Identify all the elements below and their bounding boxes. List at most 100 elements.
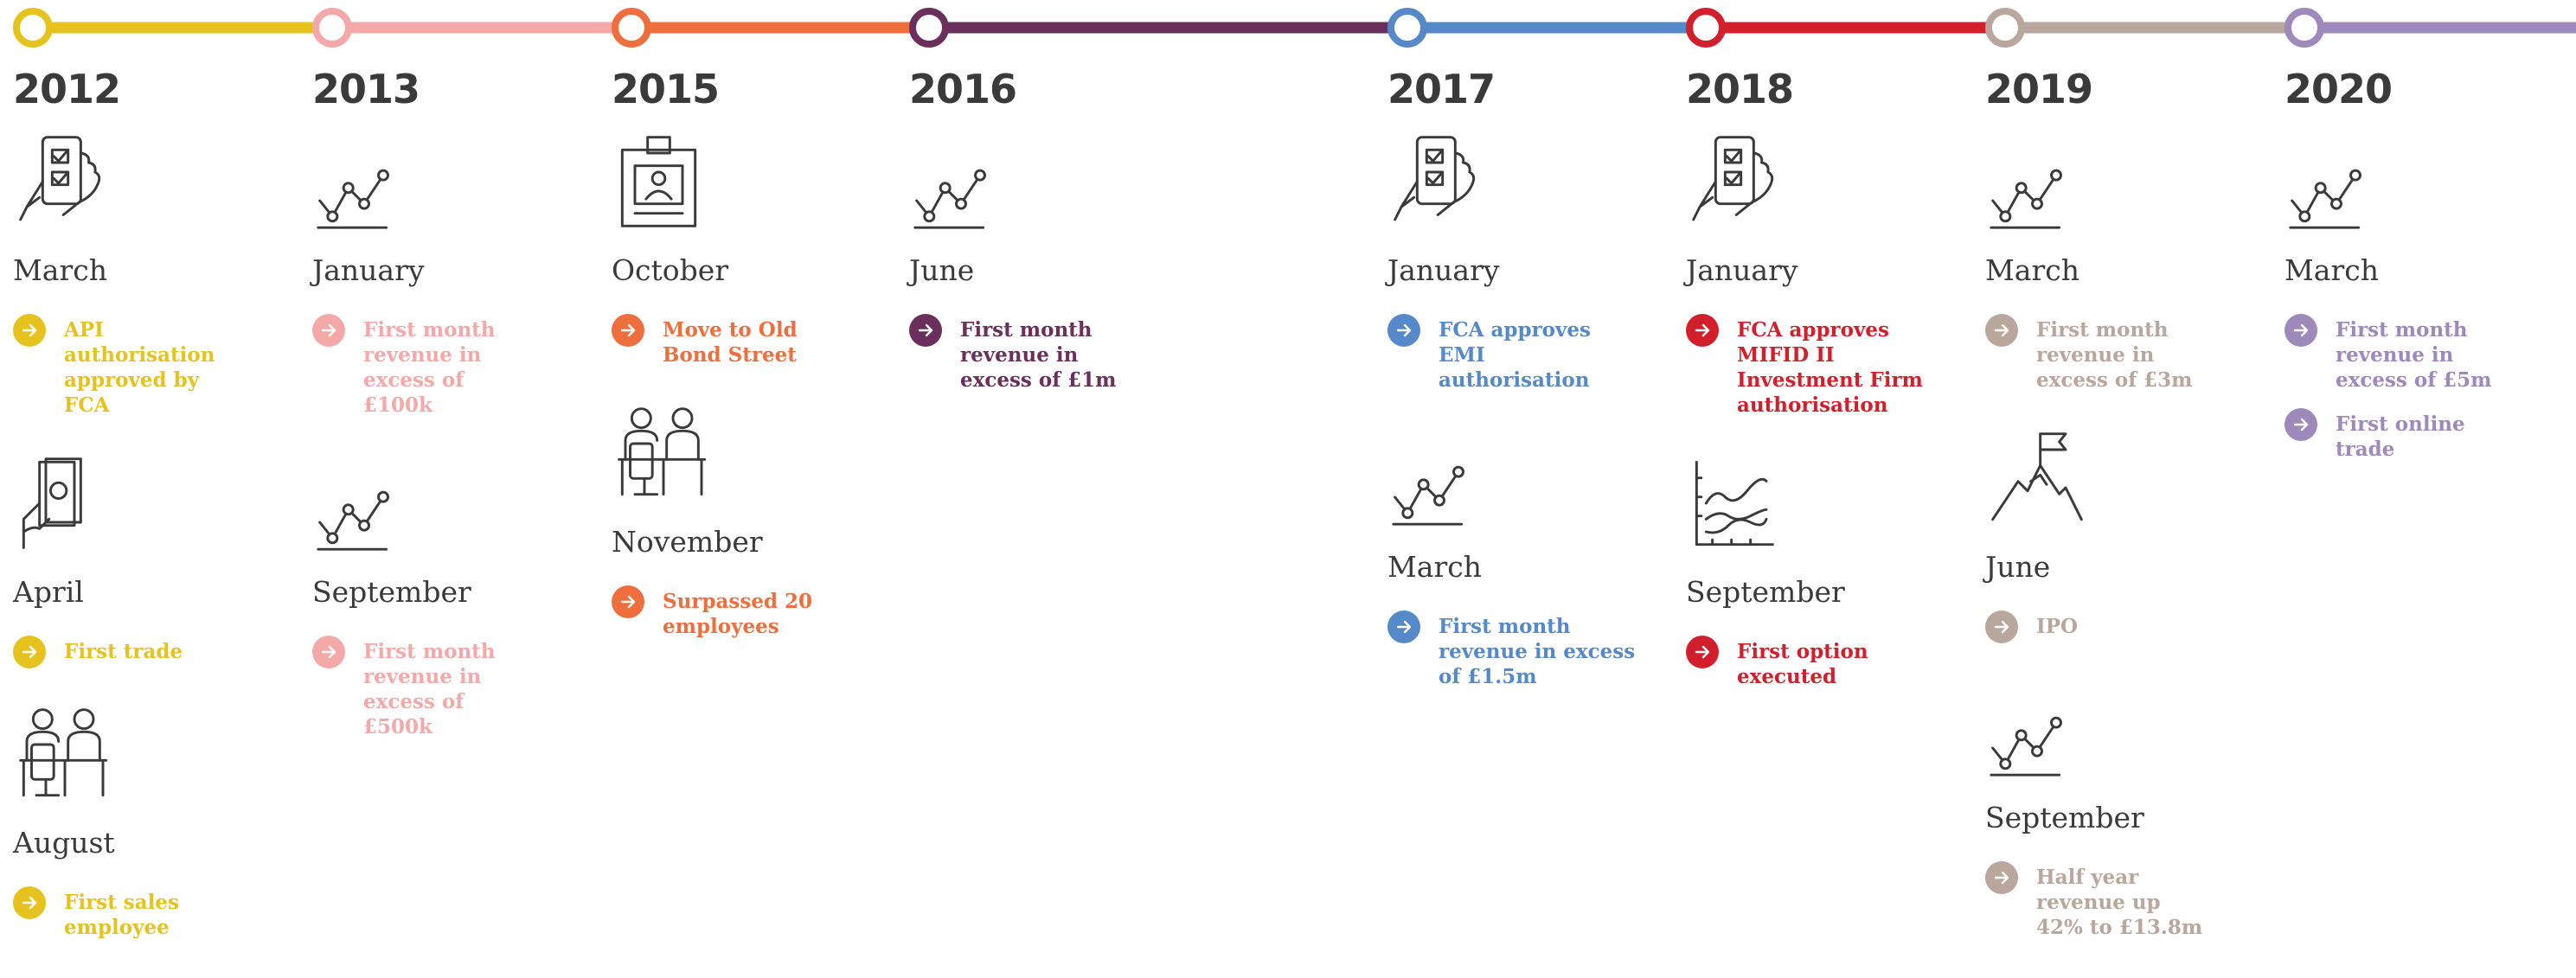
event-icon (1990, 716, 2062, 777)
event-icon (22, 457, 82, 549)
events: January First month revenue in excess of … (312, 134, 536, 777)
items: Surpassed 20 employees (612, 585, 836, 639)
year-node (1985, 8, 2025, 48)
item-bullet (312, 636, 345, 668)
items: API authorisation approved by FCA (13, 314, 250, 418)
items: IPO (1985, 610, 2209, 643)
event-item: First sales employee (13, 886, 250, 940)
year-node (1686, 8, 1726, 48)
event-item: First online trade (2284, 408, 2509, 462)
year-label: 2013 (312, 66, 420, 112)
year-node (612, 8, 651, 48)
event-icon (1990, 169, 2062, 229)
items: First month revenue in excess of £1m (909, 314, 1133, 393)
items: First month revenue in excess of £100k (312, 314, 536, 418)
event-icon (1394, 136, 1476, 221)
year-label: 2016 (909, 66, 1017, 112)
item-bullet (2284, 314, 2317, 347)
item-text: First month revenue in excess of £5m (2336, 318, 2492, 392)
year-label: 2019 (1985, 66, 2093, 112)
item-text: First month revenue in excess of £500k (363, 640, 496, 738)
event: March First month revenue in excess of £5… (2284, 134, 2509, 462)
event-item: First month revenue in excess of £500k (312, 636, 536, 739)
event-item: First month revenue in excess of £1.5m (1387, 610, 1637, 689)
event-icon (317, 490, 389, 551)
item-bullet (1985, 610, 2018, 643)
event: September Half year revenue up 42% to £13… (1985, 681, 2209, 940)
year-label: 2017 (1387, 66, 1496, 112)
event-item: First option executed (1686, 636, 1953, 689)
month-label: September (1686, 575, 1845, 609)
month-label: January (1686, 253, 1798, 287)
event: November Surpassed 20 employees (612, 406, 836, 639)
event-icon (913, 169, 986, 229)
events: March API authorisation approved by FCA Ap… (13, 134, 250, 978)
event-item: First trade (13, 636, 250, 668)
event-item: IPO (1985, 610, 2209, 643)
event-icon (1692, 136, 1774, 221)
events: March First month revenue in excess of £5… (2284, 134, 2509, 500)
month-label: October (612, 253, 729, 287)
event: September First option executed (1686, 456, 1953, 689)
event-item: First month revenue in excess of £3m (1985, 314, 2209, 393)
item-text: API authorisation approved by FCA (64, 318, 215, 417)
items: First month revenue in excess of £500k (312, 636, 536, 739)
event-item: Surpassed 20 employees (612, 585, 836, 639)
item-bullet (312, 314, 345, 347)
item-text: First month revenue in excess of £1.5m (1439, 615, 1636, 688)
item-bullet (1387, 314, 1420, 347)
year-node (1387, 8, 1427, 48)
item-bullet (13, 886, 46, 919)
item-bullet (1985, 314, 2018, 347)
event-icon (317, 169, 389, 229)
month-label: August (13, 826, 115, 860)
event-icon (1392, 465, 1464, 526)
events: January FCA approves MIFID II Investment … (1686, 134, 1953, 727)
month-label: January (312, 253, 425, 287)
item-text: FCA approves MIFID II Investment Firm au… (1737, 318, 1923, 417)
event: October Move to Old Bond Street (612, 134, 836, 368)
event-item: First month revenue in excess of £5m (2284, 314, 2509, 393)
year-node (909, 8, 949, 48)
item-bullet (2284, 408, 2317, 441)
event-icon (19, 136, 101, 221)
event-item: Move to Old Bond Street (612, 314, 836, 368)
items: First sales employee (13, 886, 250, 940)
events: January FCA approves EMI authorisation Mar… (1387, 134, 1637, 727)
month-label: September (1985, 801, 2144, 834)
month-label: March (1985, 253, 2079, 287)
item-bullet (13, 314, 46, 347)
event: April First trade (13, 456, 250, 668)
event: March API authorisation approved by FCA (13, 134, 250, 418)
items: First trade (13, 636, 250, 668)
event: March First month revenue in excess of £3… (1985, 134, 2209, 393)
item-text: First month revenue in excess of £1m (960, 318, 1117, 392)
event: August First sales employee (13, 706, 250, 940)
month-label: June (909, 253, 975, 287)
month-label: September (312, 575, 471, 609)
item-text: First month revenue in excess of £3m (2036, 318, 2193, 392)
item-text: First month revenue in excess of £100k (363, 318, 496, 417)
year-label: 2015 (612, 66, 720, 112)
events: October Move to Old Bond Street November Su… (612, 134, 836, 677)
item-bullet (1686, 314, 1719, 347)
items: Move to Old Bond Street (612, 314, 836, 368)
event-item: FCA approves EMI authorisation (1387, 314, 1637, 393)
event-item: Half year revenue up 42% to £13.8m (1985, 861, 2209, 940)
item-text: First option executed (1737, 640, 1868, 688)
event-item: First month revenue in excess of £1m (909, 314, 1133, 393)
item-text: First online trade (2336, 412, 2465, 461)
month-label: April (13, 575, 84, 609)
items: First month revenue in excess of £1.5m (1387, 610, 1637, 689)
year-node (312, 8, 352, 48)
events: June First month revenue in excess of £1m (909, 134, 1133, 431)
event-item: FCA approves MIFID II Investment Firm au… (1686, 314, 1953, 418)
items: FCA approves MIFID II Investment Firm au… (1686, 314, 1953, 418)
timeline-page: {"timeline": [ {"year": "2012", "color":… (13, 8, 2576, 939)
month-label: June (1985, 550, 2051, 584)
item-bullet (13, 636, 46, 668)
items: First month revenue in excess of £5m Firs… (2284, 314, 2509, 462)
event: January First month revenue in excess of … (312, 134, 536, 418)
item-text: IPO (2036, 615, 2079, 638)
event: January FCA approves MIFID II Investment … (1686, 134, 1953, 418)
